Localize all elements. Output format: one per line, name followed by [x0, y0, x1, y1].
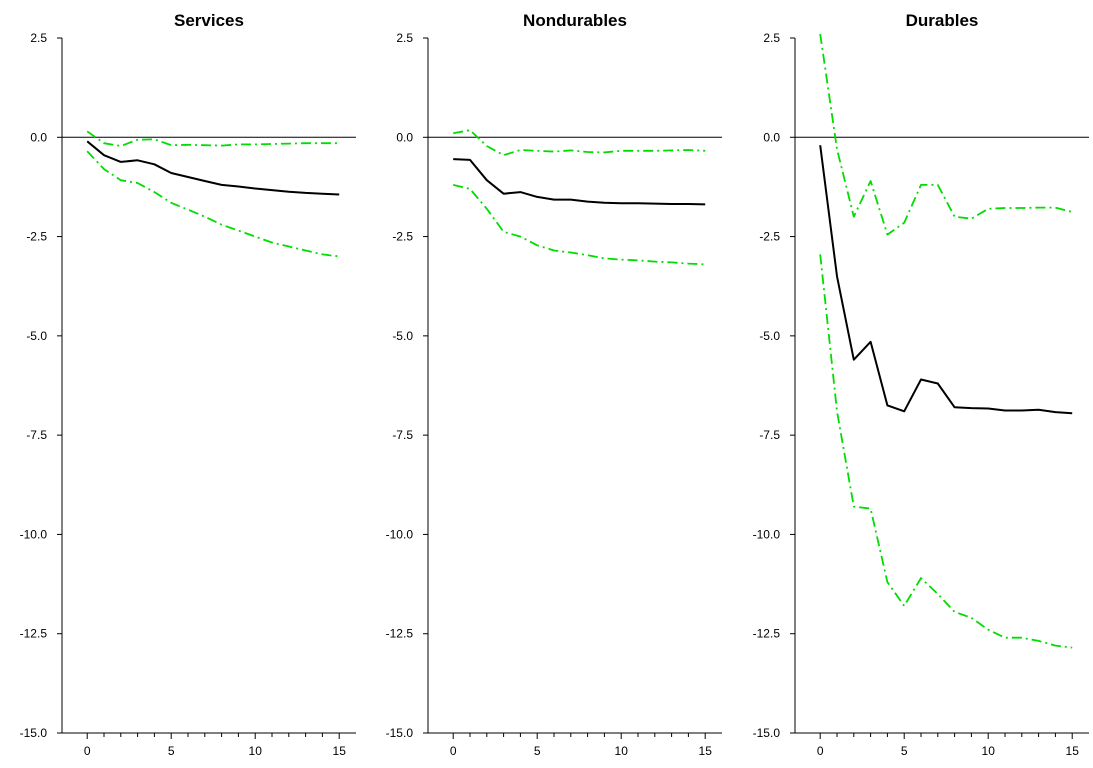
y-tick-label: 2.5 — [396, 31, 413, 45]
y-tick-label: -2.5 — [759, 230, 780, 244]
estimate-line — [86, 140, 340, 196]
y-tick-label: -10.0 — [20, 527, 48, 541]
y-tick-label: 0.0 — [763, 130, 780, 144]
y-tick-label: -7.5 — [26, 428, 47, 442]
x-tick-label: 5 — [168, 744, 175, 758]
y-tick-label: -15.0 — [753, 726, 781, 740]
x-tick-label: 0 — [450, 744, 457, 758]
y-tick-label: -5.0 — [392, 329, 413, 343]
upper-band-line — [86, 130, 340, 147]
upper-band-line — [819, 33, 1073, 236]
panel-3: Durables 2.5 0.0 -2.5 -5.0 -7.5 -10.0 -12.5 -15.… — [753, 11, 1089, 758]
lower-band-line — [819, 254, 1073, 649]
panel-1: Services 2.5 0.0 -2.5 -5.0 -7.5 -10.0 -12.5 -15.… — [20, 11, 356, 758]
y-tick-label: -12.5 — [386, 627, 414, 641]
x-tick-label: 10 — [249, 744, 263, 758]
y-tick-label: -12.5 — [753, 627, 781, 641]
y-tick-label: -7.5 — [759, 428, 780, 442]
x-tick-label: 15 — [1066, 744, 1080, 758]
y-tick-label: -2.5 — [26, 230, 47, 244]
y-tick-label: -10.0 — [386, 527, 414, 541]
x-tick-label: 0 — [817, 744, 824, 758]
panel-title: Nondurables — [523, 11, 627, 30]
upper-band-line — [453, 129, 706, 157]
x-tick-label: 10 — [982, 744, 996, 758]
y-tick-label: -15.0 — [386, 726, 414, 740]
panel-2: Nondurables 2.5 0.0 -2.5 -5.0 -7.5 -10.0 -12.5 -… — [386, 11, 722, 758]
lower-band-line — [86, 150, 340, 258]
y-tick-label: 0.0 — [30, 130, 47, 144]
estimate-line — [453, 158, 706, 206]
y-tick-label: -5.0 — [26, 329, 47, 343]
y-tick-label: -10.0 — [753, 527, 781, 541]
y-tick-label: 0.0 — [396, 130, 413, 144]
panel-title: Durables — [906, 11, 979, 30]
x-tick-label: 5 — [901, 744, 908, 758]
y-tick-label: -12.5 — [20, 627, 48, 641]
estimate-line — [819, 145, 1073, 415]
x-tick-label: 10 — [615, 744, 629, 758]
y-tick-label: -5.0 — [759, 329, 780, 343]
panel-title: Services — [174, 11, 244, 30]
x-tick-label: 0 — [84, 744, 91, 758]
y-tick-label: 2.5 — [763, 31, 780, 45]
x-tick-label: 15 — [333, 744, 347, 758]
y-tick-label: -15.0 — [20, 726, 48, 740]
y-tick-label: -7.5 — [392, 428, 413, 442]
y-tick-label: -2.5 — [392, 230, 413, 244]
lower-band-line — [452, 184, 706, 266]
x-tick-label: 15 — [699, 744, 713, 758]
x-tick-label: 5 — [534, 744, 541, 758]
y-tick-label: 2.5 — [30, 31, 47, 45]
